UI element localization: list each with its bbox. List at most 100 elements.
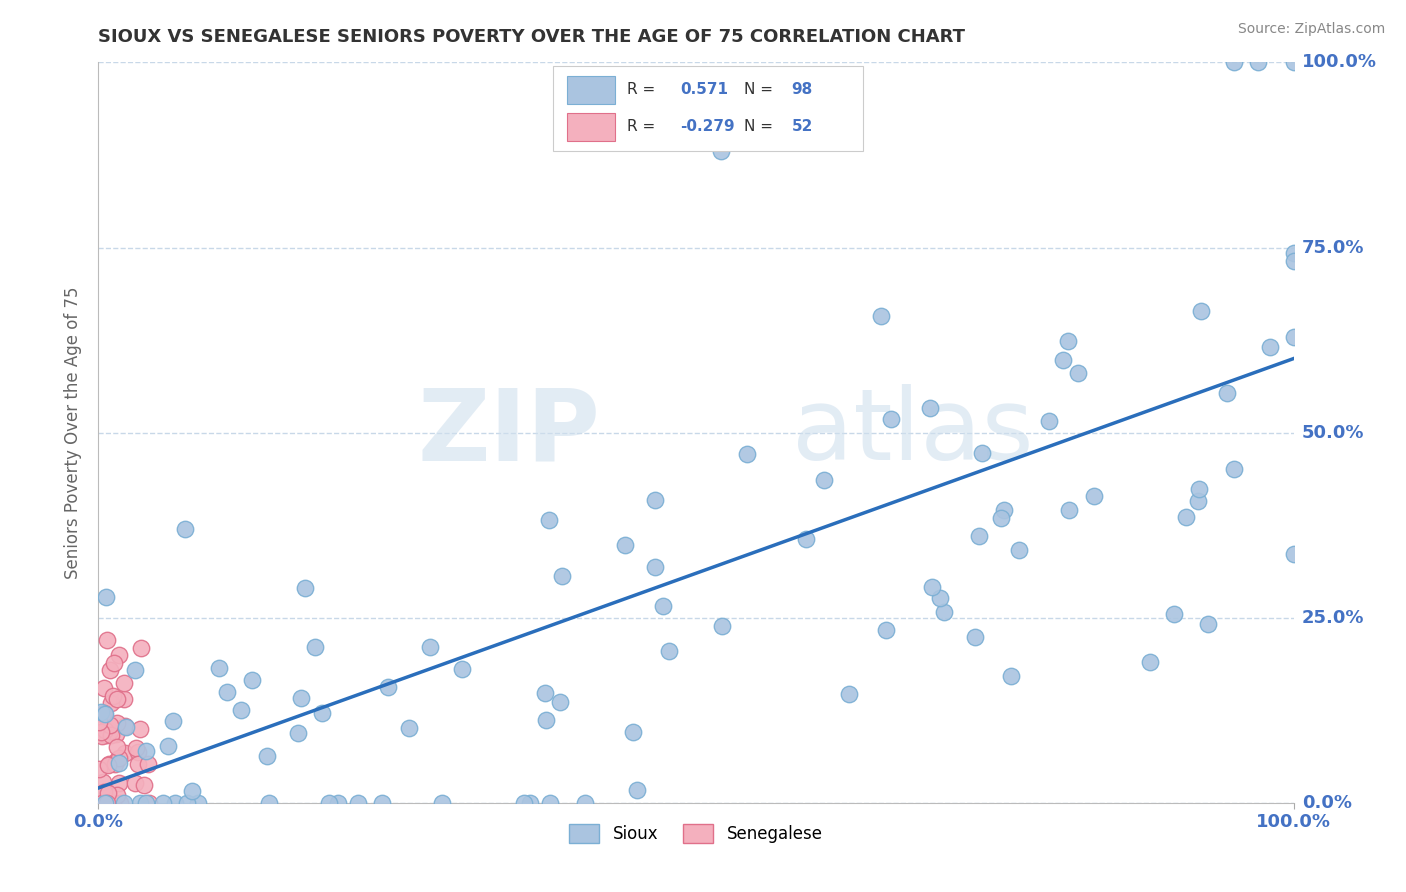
Point bbox=[1282, 55, 1305, 70]
Point bbox=[651, 599, 673, 613]
Point bbox=[548, 695, 571, 709]
Point bbox=[96, 796, 118, 810]
Point bbox=[135, 796, 157, 810]
Point bbox=[1067, 366, 1090, 380]
Point bbox=[993, 502, 1015, 516]
Point bbox=[91, 796, 114, 810]
Point bbox=[156, 739, 179, 753]
Text: 50.0%: 50.0% bbox=[1302, 424, 1364, 442]
Point bbox=[347, 796, 370, 810]
Point bbox=[287, 726, 309, 740]
Point bbox=[870, 309, 893, 323]
Point bbox=[1000, 669, 1022, 683]
Point bbox=[112, 675, 135, 690]
Point bbox=[879, 412, 901, 426]
Point bbox=[1163, 607, 1185, 621]
Point bbox=[108, 775, 131, 789]
Point bbox=[921, 580, 943, 594]
Point bbox=[371, 796, 394, 810]
Point bbox=[290, 691, 312, 706]
Text: 100.0%: 100.0% bbox=[1302, 54, 1376, 71]
Text: SIOUX VS SENEGALESE SENIORS POVERTY OVER THE AGE OF 75 CORRELATION CHART: SIOUX VS SENEGALESE SENIORS POVERTY OVER… bbox=[98, 28, 966, 45]
Point bbox=[658, 644, 681, 658]
Point bbox=[1057, 334, 1080, 348]
Point bbox=[240, 673, 263, 688]
Point bbox=[419, 640, 441, 654]
Point bbox=[105, 753, 128, 767]
Point bbox=[124, 663, 146, 677]
Point bbox=[551, 569, 574, 583]
Point bbox=[398, 721, 420, 735]
Point bbox=[97, 757, 120, 772]
Point bbox=[108, 756, 131, 771]
Text: N =: N = bbox=[744, 82, 773, 97]
Point bbox=[100, 728, 122, 742]
Point bbox=[181, 784, 204, 798]
Point bbox=[1282, 245, 1305, 260]
Point bbox=[114, 719, 136, 733]
Point bbox=[1282, 547, 1305, 561]
Point bbox=[838, 688, 860, 702]
Point bbox=[93, 706, 115, 720]
Point bbox=[129, 796, 152, 810]
Point bbox=[929, 591, 952, 606]
Point bbox=[101, 796, 124, 810]
Point bbox=[1223, 461, 1246, 475]
Point bbox=[513, 796, 536, 810]
Point bbox=[1038, 414, 1060, 428]
Point bbox=[377, 680, 399, 694]
Point bbox=[537, 513, 560, 527]
Text: 98: 98 bbox=[792, 82, 813, 97]
Point bbox=[229, 703, 252, 717]
Point bbox=[967, 529, 990, 543]
Point bbox=[96, 632, 118, 647]
Point bbox=[127, 757, 149, 772]
Point bbox=[100, 697, 122, 711]
Point bbox=[538, 796, 561, 810]
Point bbox=[259, 796, 281, 810]
Point bbox=[94, 796, 117, 810]
Point bbox=[709, 145, 731, 159]
Text: R =: R = bbox=[627, 82, 659, 97]
Point bbox=[1057, 502, 1080, 516]
Point bbox=[1197, 617, 1219, 632]
Text: 0.0%: 0.0% bbox=[1302, 794, 1351, 812]
Point bbox=[875, 623, 897, 637]
Point bbox=[152, 796, 174, 810]
Point bbox=[534, 686, 557, 700]
FancyBboxPatch shape bbox=[567, 76, 614, 103]
Point bbox=[430, 796, 453, 810]
Point bbox=[1188, 483, 1211, 497]
Point bbox=[1247, 55, 1270, 70]
Point bbox=[613, 538, 636, 552]
Point bbox=[108, 648, 131, 662]
Point bbox=[90, 705, 112, 719]
Point bbox=[1174, 509, 1197, 524]
Point bbox=[644, 560, 666, 574]
Point bbox=[108, 751, 131, 765]
Point bbox=[90, 729, 112, 743]
Point bbox=[101, 689, 124, 703]
Point bbox=[90, 724, 112, 739]
Point bbox=[94, 723, 117, 738]
Point bbox=[93, 707, 115, 722]
Point bbox=[87, 714, 110, 729]
Text: R =: R = bbox=[627, 120, 659, 135]
Point bbox=[174, 522, 197, 536]
Point bbox=[91, 774, 114, 789]
Point bbox=[105, 715, 128, 730]
Point bbox=[326, 796, 349, 810]
Point bbox=[519, 796, 541, 810]
Point bbox=[93, 706, 115, 721]
Point bbox=[920, 401, 942, 416]
Text: atlas: atlas bbox=[792, 384, 1033, 481]
Point bbox=[128, 723, 150, 737]
Point bbox=[1216, 386, 1239, 401]
Point bbox=[162, 714, 184, 728]
FancyBboxPatch shape bbox=[553, 66, 863, 152]
Point bbox=[94, 591, 117, 605]
Point bbox=[87, 762, 110, 776]
Point bbox=[1282, 253, 1305, 268]
Point bbox=[1258, 340, 1281, 354]
Point bbox=[105, 740, 128, 755]
